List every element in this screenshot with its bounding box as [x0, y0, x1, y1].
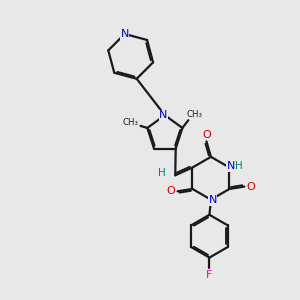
Text: H: H [158, 168, 166, 178]
Text: N: N [208, 195, 217, 205]
Text: O: O [167, 186, 176, 196]
Text: CH₃: CH₃ [123, 118, 139, 127]
Text: H: H [235, 161, 243, 171]
Text: N: N [121, 29, 129, 39]
Text: F: F [206, 270, 213, 280]
Text: N: N [159, 110, 168, 120]
Text: O: O [247, 182, 255, 192]
Text: O: O [202, 130, 211, 140]
Text: N: N [227, 161, 235, 171]
Text: CH₃: CH₃ [186, 110, 202, 119]
